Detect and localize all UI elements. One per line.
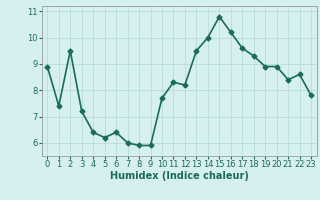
X-axis label: Humidex (Indice chaleur): Humidex (Indice chaleur) (110, 171, 249, 181)
